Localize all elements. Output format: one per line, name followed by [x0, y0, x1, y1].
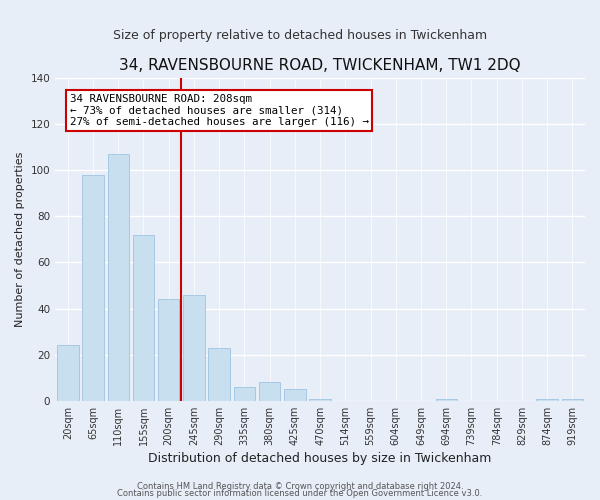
Bar [233, 387, 255, 401]
Bar [436, 398, 457, 401]
Text: Contains public sector information licensed under the Open Government Licence v3: Contains public sector information licen… [118, 489, 482, 498]
Bar [284, 390, 305, 401]
Text: Contains HM Land Registry data © Crown copyright and database right 2024.: Contains HM Land Registry data © Crown c… [137, 482, 463, 491]
Bar [208, 348, 230, 401]
Y-axis label: Number of detached properties: Number of detached properties [15, 152, 25, 327]
Bar [310, 398, 331, 401]
Bar [259, 382, 280, 401]
X-axis label: Distribution of detached houses by size in Twickenham: Distribution of detached houses by size … [148, 452, 492, 465]
Bar [82, 174, 104, 401]
Bar [57, 346, 79, 401]
Bar [183, 294, 205, 401]
Bar [133, 234, 154, 401]
Bar [107, 154, 129, 401]
Bar [562, 398, 583, 401]
Title: 34, RAVENSBOURNE ROAD, TWICKENHAM, TW1 2DQ: 34, RAVENSBOURNE ROAD, TWICKENHAM, TW1 2… [119, 58, 521, 72]
Bar [158, 300, 179, 401]
Text: 34 RAVENSBOURNE ROAD: 208sqm
← 73% of detached houses are smaller (314)
27% of s: 34 RAVENSBOURNE ROAD: 208sqm ← 73% of de… [70, 94, 368, 127]
Bar [536, 398, 558, 401]
Text: Size of property relative to detached houses in Twickenham: Size of property relative to detached ho… [113, 28, 487, 42]
